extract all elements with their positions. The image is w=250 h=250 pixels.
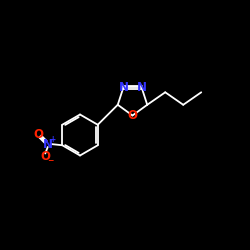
Text: −: − xyxy=(47,156,54,166)
Text: N: N xyxy=(43,138,53,150)
Text: O: O xyxy=(33,128,43,141)
Text: +: + xyxy=(50,134,56,143)
Text: O: O xyxy=(40,150,50,163)
Text: N: N xyxy=(136,81,146,94)
Text: N: N xyxy=(118,81,128,94)
Text: O: O xyxy=(128,109,138,122)
